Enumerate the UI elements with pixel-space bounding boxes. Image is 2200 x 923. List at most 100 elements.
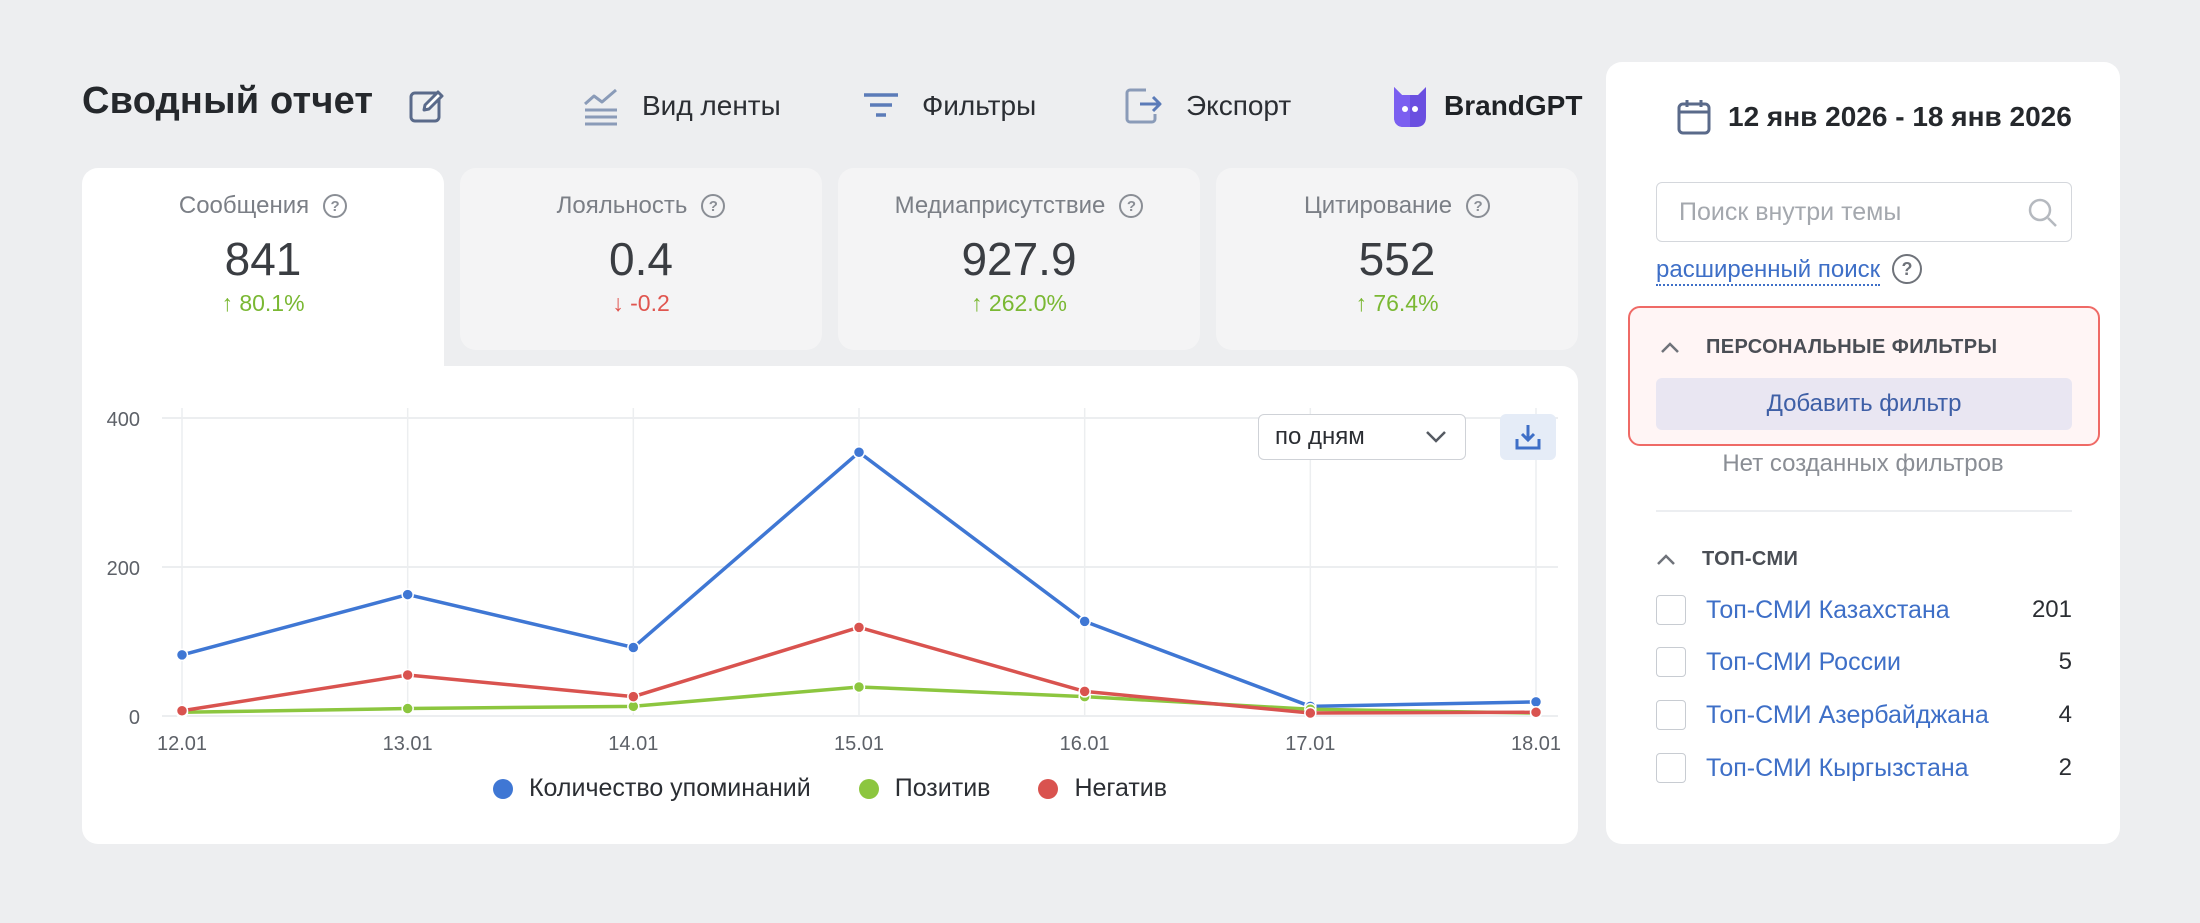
top-media-name[interactable]: Топ-СМИ Кыргызстана: [1706, 753, 1969, 782]
data-point-2-0: [175, 704, 189, 718]
chevron-down-icon: [1426, 431, 1446, 443]
feed-view-label: Вид ленты: [642, 90, 781, 121]
checkbox[interactable]: [1656, 595, 1686, 625]
top-media-name[interactable]: Топ-СМИ Казахстана: [1706, 595, 1950, 624]
stat-card-media-presence[interactable]: Медиаприсутствие ? 927.9 ↑ 262.0%: [838, 168, 1200, 350]
y-tick-label: 200: [107, 558, 140, 580]
top-media-item[interactable]: Топ-СМИ Казахстана 201: [1656, 593, 2072, 627]
data-point-0-0: [175, 648, 189, 662]
export-label: Экспорт: [1186, 90, 1292, 121]
top-media-count: 5: [2058, 648, 2072, 675]
stat-card-loyalty[interactable]: Лояльность ? 0.4 ↓ -0.2: [460, 168, 822, 350]
data-point-0-2: [627, 641, 640, 654]
mentions-line-chart: 0 200 400 12.01 13.01 14.01 15.01 16.01 17.01 18.…: [107, 408, 1561, 755]
add-filter-button[interactable]: Добавить фильтр: [1656, 378, 2072, 430]
stat-value: 841: [224, 233, 302, 285]
data-point-1-3: [852, 680, 866, 694]
topic-search-input[interactable]: [1657, 183, 2071, 241]
top-media-name[interactable]: Топ-СМИ России: [1706, 647, 1902, 676]
stat-label-row: Цитирование ?: [1216, 192, 1578, 220]
x-tick-label: 14.01: [608, 733, 658, 755]
chart-legend: Количество упоминаний Позитив Негатив: [82, 774, 1578, 803]
stat-label: Сообщения: [178, 192, 310, 219]
brandgpt-label: BrandGPT: [1444, 90, 1583, 121]
download-icon: [1515, 425, 1541, 450]
feed-view-button[interactable]: Вид ленты: [582, 84, 781, 128]
legend-item-negative[interactable]: Негатив: [1038, 774, 1167, 803]
stat-delta: ↑ 262.0%: [971, 290, 1067, 316]
help-icon[interactable]: ?: [1119, 194, 1144, 218]
checkbox[interactable]: [1656, 647, 1686, 677]
legend-item-positive[interactable]: Позитив: [858, 774, 991, 803]
filters-label: Фильтры: [922, 90, 1037, 121]
legend-label: Позитив: [894, 774, 991, 802]
chevron-up-icon: [1661, 341, 1679, 353]
top-media-name[interactable]: Топ-СМИ Азербайджана: [1706, 700, 1989, 729]
feed-view-icon: [584, 88, 617, 126]
data-point-2-3: [852, 621, 866, 634]
advanced-search-link[interactable]: расширенный поиск: [1656, 256, 1881, 286]
legend-marker: [1038, 778, 1059, 799]
data-point-2-1: [401, 668, 414, 682]
advanced-search-help-icon[interactable]: ?: [1892, 254, 1922, 284]
stat-delta: ↓ -0.2: [612, 290, 670, 316]
granularity-select[interactable]: по дням: [1258, 414, 1466, 460]
date-range-label: 12 янв 2026 - 18 янв 2026: [1728, 101, 2072, 132]
date-range-picker[interactable]: 12 янв 2026 - 18 янв 2026: [1676, 98, 2072, 136]
download-chart-button[interactable]: [1500, 414, 1556, 460]
data-point-1-1: [401, 702, 414, 715]
data-point-2-6: [1529, 706, 1543, 719]
page-title: Сводный отчет: [82, 80, 374, 122]
top-media-count: 4: [2058, 701, 2072, 728]
sidebar-panel: 12 янв 2026 - 18 янв 2026 расширенный по…: [1606, 62, 2120, 844]
brandgpt-button[interactable]: BrandGPT: [1390, 84, 1582, 128]
personal-filters-section: ПЕРСОНАЛЬНЫЕ ФИЛЬТРЫ Добавить фильтр: [1628, 306, 2100, 446]
calendar-icon: [1677, 100, 1711, 135]
chart-panel: 0 200 400 12.01 13.01 14.01 15.01 16.01 17.01 18.…: [82, 366, 1578, 844]
edit-title-icon[interactable]: [408, 86, 448, 126]
data-point-2-4: [1078, 685, 1091, 698]
personal-filters-toggle[interactable]: ПЕРСОНАЛЬНЫЕ ФИЛЬТРЫ: [1660, 336, 1998, 359]
stat-value: 552: [1358, 233, 1436, 285]
x-tick-label: 16.01: [1060, 733, 1110, 755]
data-point-2-5: [1304, 706, 1317, 720]
top-media-item[interactable]: Топ-СМИ России 5: [1656, 645, 2072, 679]
stat-label-row: Медиаприсутствие ?: [838, 192, 1200, 220]
legend-label: Количество упоминаний: [528, 774, 811, 802]
topic-search: [1656, 182, 2072, 242]
top-media-item[interactable]: Топ-СМИ Азербайджана 4: [1656, 698, 2072, 732]
stat-delta: ↑ 76.4%: [1355, 290, 1439, 316]
checkbox[interactable]: [1656, 753, 1686, 783]
legend-item-mentions[interactable]: Количество упоминаний: [492, 774, 811, 803]
top-media-count: 2: [2058, 754, 2072, 781]
filters-button[interactable]: Фильтры: [862, 84, 1036, 128]
data-point-0-4: [1078, 615, 1091, 628]
chevron-up-icon: [1657, 553, 1675, 565]
export-icon: [1125, 88, 1162, 124]
search-icon[interactable]: [2027, 197, 2059, 229]
legend-label: Негатив: [1074, 774, 1168, 802]
divider: [1656, 510, 2072, 512]
stat-card-messages[interactable]: Сообщения ? 841 ↑ 80.1%: [82, 168, 444, 378]
help-icon[interactable]: ?: [323, 194, 348, 218]
help-icon[interactable]: ?: [1466, 194, 1491, 218]
export-button[interactable]: Экспорт: [1124, 84, 1291, 128]
granularity-value: по дням: [1275, 423, 1365, 450]
x-tick-label: 12.01: [157, 733, 207, 755]
data-point-2-2: [627, 690, 640, 703]
x-tick-label: 15.01: [834, 733, 884, 755]
stat-value: 0.4: [609, 233, 673, 285]
data-point-0-3: [852, 446, 866, 459]
stat-value: 927.9: [961, 233, 1077, 285]
stat-label-row: Сообщения ?: [82, 192, 444, 220]
x-tick-label: 13.01: [383, 733, 433, 755]
top-media-item[interactable]: Топ-СМИ Кыргызстана 2: [1656, 751, 2072, 785]
top-media-toggle[interactable]: ТОП-СМИ: [1656, 548, 1798, 571]
help-icon[interactable]: ?: [701, 194, 726, 218]
stat-card-citation[interactable]: Цитирование ? 552 ↑ 76.4%: [1216, 168, 1578, 350]
checkbox[interactable]: [1656, 700, 1686, 730]
y-tick-label: 400: [107, 409, 140, 431]
brandgpt-logo-icon: [1394, 87, 1426, 127]
stat-label: Цитирование: [1303, 192, 1453, 219]
data-point-0-6: [1529, 695, 1543, 709]
